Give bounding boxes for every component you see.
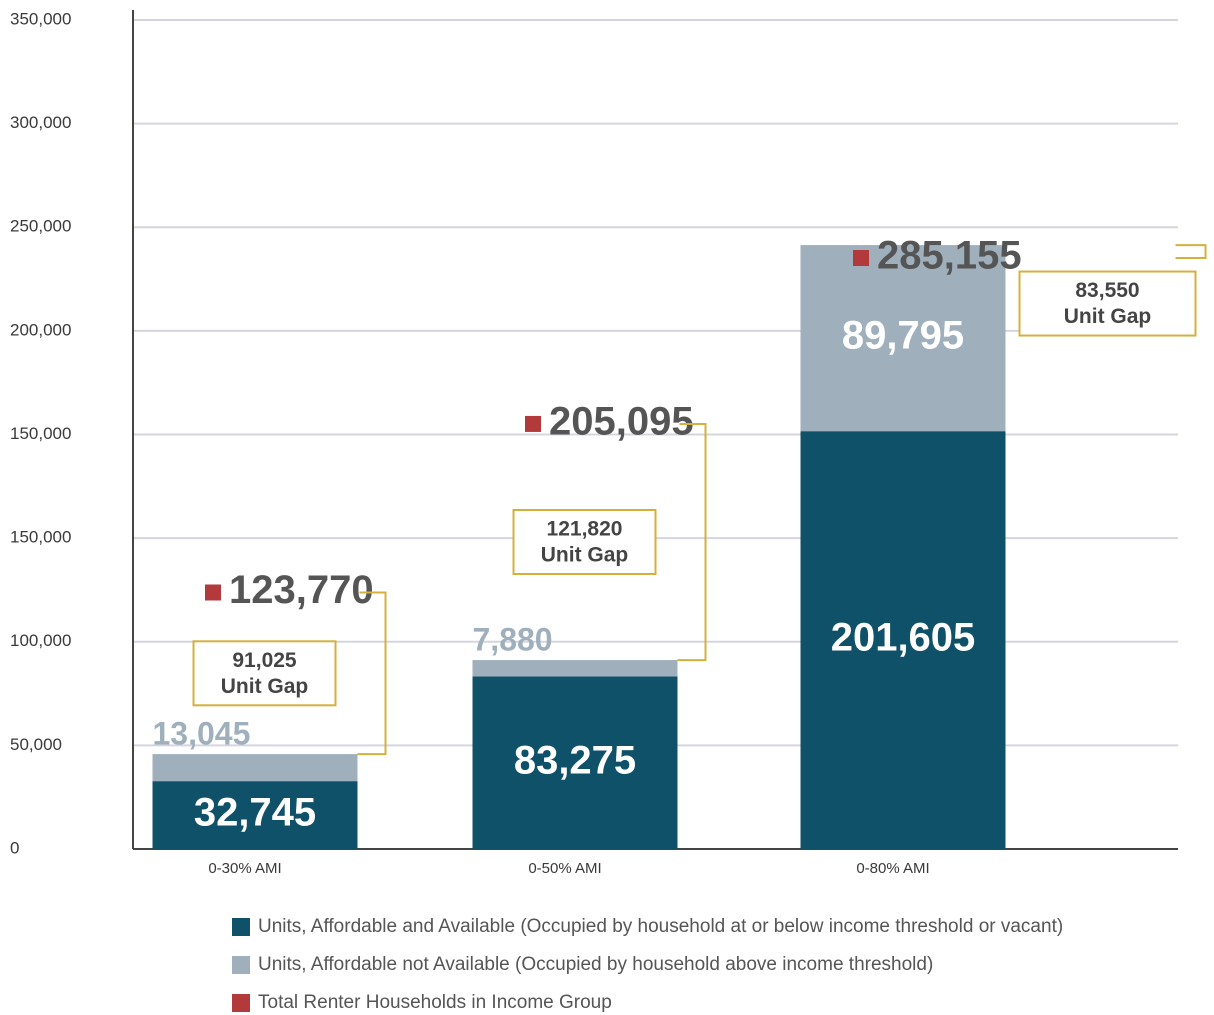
value-label: 7,880 bbox=[473, 622, 553, 658]
gap-box bbox=[192, 640, 337, 707]
total-label: 285,155 bbox=[877, 234, 1022, 278]
total-marker bbox=[205, 584, 221, 601]
x-tick-label: 0-30% AMI bbox=[208, 860, 281, 877]
value-label: 89,795 bbox=[842, 314, 964, 358]
legend-swatch bbox=[232, 918, 250, 936]
value-label: 201,605 bbox=[831, 616, 976, 660]
y-tick-label: 150,000 bbox=[10, 424, 71, 443]
y-tick-label: 300,000 bbox=[10, 113, 71, 132]
legend-label: Units, Affordable and Available (Occupie… bbox=[258, 916, 1063, 937]
bar-segment bbox=[472, 660, 678, 677]
gap-bracket bbox=[357, 591, 387, 756]
value-label: 13,045 bbox=[153, 716, 251, 752]
y-tick-label: 350,000 bbox=[10, 9, 71, 28]
total-marker bbox=[525, 415, 541, 432]
gap-label: Unit Gap bbox=[221, 675, 309, 698]
x-tick-label: 0-50% AMI bbox=[528, 860, 601, 877]
y-tick-label: 0 bbox=[10, 838, 19, 857]
bar-segment bbox=[800, 245, 1006, 432]
gap-label: Unit Gap bbox=[1064, 305, 1152, 328]
gap-box bbox=[1018, 270, 1197, 337]
total-marker bbox=[853, 250, 869, 267]
gap-value: 83,550 bbox=[1075, 279, 1139, 302]
gap-value: 121,820 bbox=[547, 518, 623, 541]
legend-swatch bbox=[232, 994, 250, 1012]
x-tick-label: 0-80% AMI bbox=[856, 860, 929, 877]
y-tick-label: 200,000 bbox=[10, 320, 71, 339]
gap-label: Unit Gap bbox=[541, 544, 629, 567]
gap-bracket bbox=[1175, 244, 1207, 260]
gap-value: 91,025 bbox=[232, 649, 297, 672]
value-label: 32,745 bbox=[194, 791, 316, 835]
bar-segment bbox=[152, 754, 358, 782]
gap-bracket bbox=[677, 422, 707, 662]
bar-segment bbox=[800, 431, 1006, 849]
bar-segment bbox=[152, 781, 358, 849]
legend-swatch bbox=[232, 956, 250, 974]
bar-segment bbox=[472, 676, 678, 849]
total-label: 205,095 bbox=[549, 400, 694, 444]
gap-box bbox=[512, 509, 657, 576]
value-label: 83,275 bbox=[514, 738, 636, 782]
y-tick-label: 150,000 bbox=[10, 528, 71, 547]
legend-label: Total Renter Households in Income Group bbox=[258, 992, 612, 1013]
y-tick-label: 100,000 bbox=[10, 631, 71, 650]
total-label: 123,770 bbox=[229, 568, 374, 612]
y-tick-label: 50,000 bbox=[10, 735, 62, 754]
y-tick-label: 250,000 bbox=[10, 217, 71, 236]
legend-label: Units, Affordable not Available (Occupie… bbox=[258, 954, 933, 975]
